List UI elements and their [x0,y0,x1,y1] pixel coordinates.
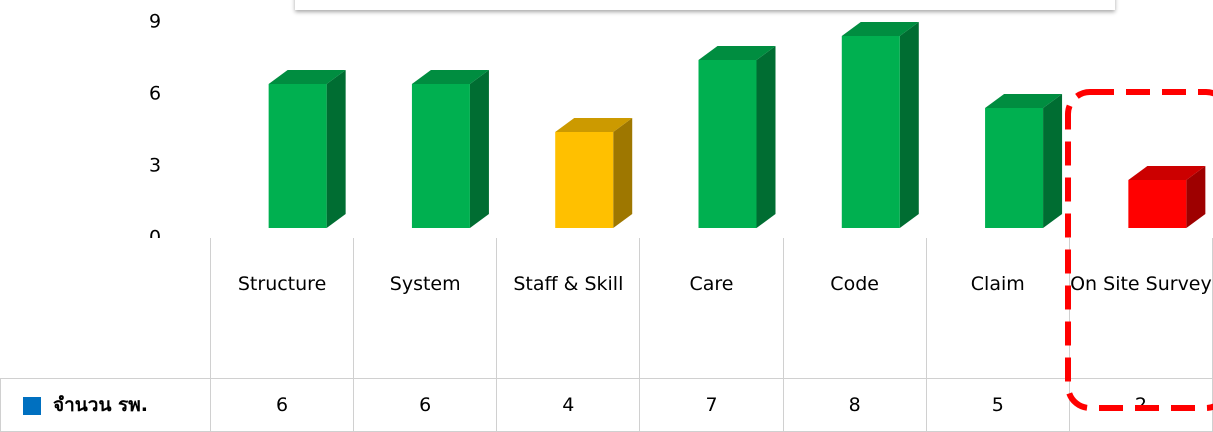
value-cell: 2 [1068,378,1213,432]
bar-front [841,36,900,228]
category-label: System [353,238,498,379]
bar-front [1128,180,1187,228]
bar [268,70,346,228]
bar [841,22,919,228]
category-label: Structure [209,238,355,379]
value-cell: 6 [353,378,498,432]
legend-cell: จำนวน รพ. [0,378,211,432]
bar [985,94,1063,228]
value-cell: 4 [496,378,641,432]
bar [1128,166,1206,228]
value-row: จำนวน รพ. 6 6 4 7 8 5 2 [0,378,1213,432]
category-row: Structure System Staff & Skill Care Code… [0,238,1213,379]
category-label: Staff & Skill [496,238,641,379]
bar-top [841,22,919,36]
value-cell: 6 [209,378,355,432]
bar-front [268,84,327,228]
data-table: Structure System Staff & Skill Care Code… [0,238,1213,432]
bar-side [899,22,919,228]
bar-top [411,70,489,84]
bar-side [469,70,489,228]
bar-top [268,70,346,84]
bar-side [613,118,633,228]
y-tick-label: 3 [149,155,161,177]
y-tick-label: 6 [149,83,161,105]
bar-top [555,118,633,132]
legend-label: จำนวน รพ. [53,394,149,416]
y-tick-label: 0 [149,227,161,239]
bar-front [985,108,1044,228]
bar [698,46,776,228]
category-label: Care [639,238,784,379]
bar-front [411,84,470,228]
bar-top [698,46,776,60]
bar-top [985,94,1063,108]
value-cell: 8 [782,378,927,432]
category-label: Claim [925,238,1070,379]
bar-side [326,70,346,228]
bar-front [698,60,757,228]
bar [555,118,633,228]
top-box [295,0,1115,10]
bar-side [756,46,776,228]
bar-side [1043,94,1063,228]
bar-front [555,132,614,228]
category-label: On Site Survey [1068,238,1213,379]
value-cell: 7 [639,378,784,432]
category-label: Code [782,238,927,379]
bar [411,70,489,228]
chart: 0 3 6 9 [149,11,1206,239]
blank-cell [0,238,211,379]
value-cell: 5 [925,378,1070,432]
y-tick-label: 9 [149,11,161,33]
legend-swatch [23,396,41,415]
